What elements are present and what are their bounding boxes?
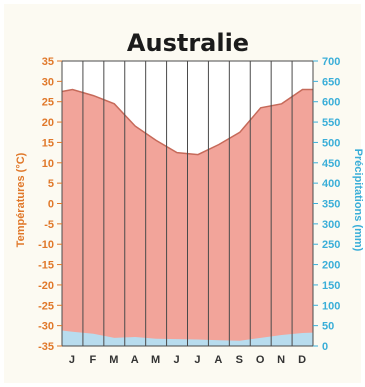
month-label: O (256, 354, 266, 366)
precipitation-axis-title: Précipitations (mm) (352, 149, 364, 252)
temperature-tick-label: -5 (44, 219, 54, 231)
month-label: J (194, 354, 201, 366)
temperature-tick-label: -10 (38, 239, 54, 251)
month-label: A (214, 354, 223, 366)
precipitation-tick-label: 100 (322, 300, 340, 312)
temperature-tick-label: -30 (38, 321, 54, 333)
temperature-tick-label: -20 (38, 280, 54, 292)
month-label: D (298, 354, 307, 366)
month-label: A (131, 354, 140, 366)
precipitation-axis: 7006506005505004504003503002502001501005… (313, 56, 340, 353)
plot-area (61, 60, 314, 347)
month-label: M (151, 354, 161, 366)
month-label: S (236, 354, 244, 366)
temperature-tick-label: 30 (42, 76, 54, 88)
temperature-tick-label: -25 (38, 300, 54, 312)
temperature-axis-title: Températures (°C) (15, 152, 27, 247)
temperature-tick-label: 5 (48, 178, 54, 190)
chart-title: Australie (127, 29, 249, 57)
precipitation-tick-label: 350 (322, 199, 340, 211)
precipitation-tick-label: 50 (322, 321, 334, 333)
precipitation-tick-label: 150 (322, 280, 340, 292)
temperature-tick-label: -15 (38, 260, 54, 272)
month-label: M (109, 354, 119, 366)
precipitation-tick-label: 700 (322, 56, 340, 68)
month-label: J (173, 354, 180, 366)
precipitation-tick-label: 250 (322, 239, 340, 251)
precipitation-tick-label: 450 (322, 158, 340, 170)
precipitation-tick-label: 500 (322, 137, 340, 149)
precipitation-tick-label: 600 (322, 97, 340, 109)
precipitation-tick-label: 550 (322, 117, 340, 129)
temperature-tick-label: -35 (38, 341, 54, 353)
precipitation-tick-label: 650 (322, 76, 340, 88)
precipitation-tick-label: 0 (322, 341, 328, 353)
temperature-tick-label: 0 (48, 199, 54, 211)
temperature-tick-label: 10 (42, 158, 54, 170)
temperature-axis: 35 30 25 20 15 10 5 0 -5 -10 -15 -20 -25 -30 -35 (38, 56, 62, 353)
temperature-tick-label: 25 (42, 97, 54, 109)
month-label: N (277, 354, 286, 366)
precipitation-tick-label: 400 (322, 178, 340, 190)
precipitation-tick-label: 300 (322, 219, 340, 231)
month-label: J (69, 354, 76, 366)
precipitation-tick-label: 200 (322, 260, 340, 272)
temperature-tick-label: 20 (42, 117, 54, 129)
temperature-tick-label: 35 (42, 56, 54, 68)
temperature-tick-label: 15 (42, 137, 54, 149)
month-label: F (90, 354, 98, 366)
